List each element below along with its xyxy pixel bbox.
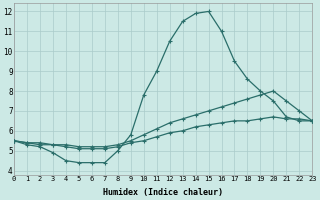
- X-axis label: Humidex (Indice chaleur): Humidex (Indice chaleur): [103, 188, 223, 197]
